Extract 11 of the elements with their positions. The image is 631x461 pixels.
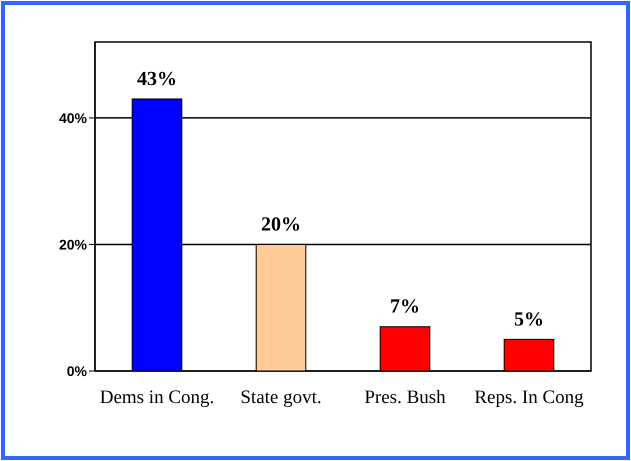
x-tick-label: Pres. Bush — [364, 387, 446, 408]
y-tick-label: 20% — [58, 236, 88, 252]
data-label: 20% — [261, 213, 301, 236]
data-label: 5% — [514, 308, 544, 330]
y-tick-label: 40% — [58, 110, 88, 126]
data-label: 43% — [137, 68, 177, 90]
x-tick-label: State govt. — [240, 387, 322, 408]
y-tick-label: 0% — [66, 362, 88, 379]
x-tick-label: Dems in Cong. — [100, 387, 214, 408]
data-label: 7% — [390, 296, 420, 318]
x-tick-label: Reps. In Cong — [474, 387, 584, 408]
